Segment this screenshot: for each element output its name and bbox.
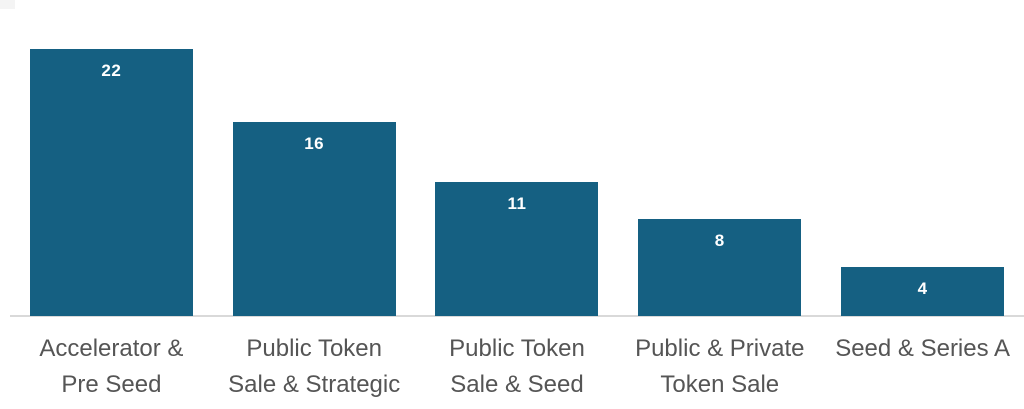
- bar-2: 11: [435, 182, 599, 316]
- category-labels-row: Accelerator & Pre Seed Public Token Sale …: [10, 331, 1024, 403]
- bar-value-label-3: 8: [714, 231, 725, 250]
- category-label-4: Seed & Series A: [835, 335, 1010, 362]
- category-label-1: Public Token Sale & Strategic: [228, 335, 401, 398]
- category-label-2: Public Token Sale & Seed: [449, 335, 585, 398]
- bar-value-label-1: 16: [304, 134, 325, 153]
- bar-column-2: 11: [416, 0, 619, 316]
- bar-3: 8: [638, 219, 802, 316]
- bar-0: 22: [29, 49, 193, 316]
- bar-value-label-0: 22: [101, 61, 122, 80]
- bar-column-0: 22: [10, 0, 213, 316]
- bar-value-label-4: 4: [917, 279, 928, 298]
- corner-artifact: [0, 0, 15, 9]
- bar-column-4: 4: [821, 0, 1024, 316]
- bar-column-3: 8: [618, 0, 821, 316]
- bar-1: 16: [232, 122, 396, 316]
- bar-value-label-2: 11: [507, 194, 527, 213]
- x-axis-line: [10, 315, 1024, 317]
- plot-area: 22 16 11 8 4: [10, 0, 1024, 316]
- category-label-0: Accelerator & Pre Seed: [39, 335, 184, 398]
- category-label-3: Public & Private Token Sale: [635, 335, 805, 398]
- bar-4: 4: [841, 267, 1005, 316]
- bar-column-1: 16: [213, 0, 416, 316]
